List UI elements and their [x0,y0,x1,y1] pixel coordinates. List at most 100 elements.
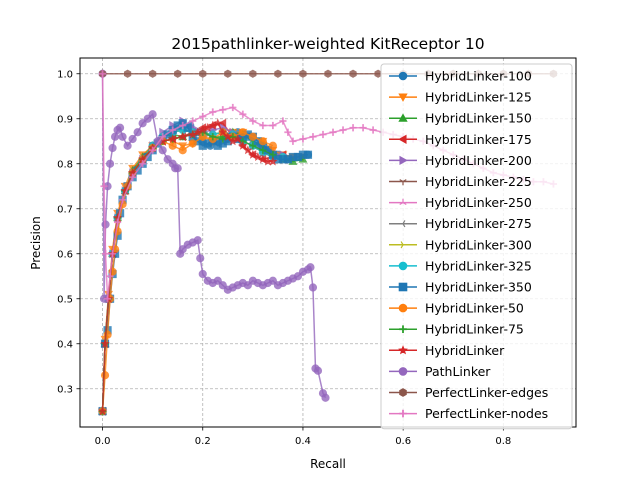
data-point [243,145,253,155]
data-point [123,69,132,78]
legend-label: HybridLinker [425,343,505,358]
data-point [189,117,197,125]
x-tick-label: 0.2 [195,436,211,447]
y-axis-label: Precision [29,216,43,270]
y-tick-label: 0.6 [57,249,73,260]
data-point [359,124,367,132]
data-point [213,276,222,285]
data-point [398,113,408,122]
data-point [398,282,408,292]
data-point [133,128,142,137]
legend: HybridLinker-100 HybridLinker-125 HybridLi… [380,63,573,430]
y-tick-label: 0.4 [57,339,73,350]
data-point [113,218,122,226]
legend-item: HybridLinker [389,343,505,358]
legend-item: HybridLinker-325 [389,258,532,273]
legend-item: HybridLinker-150 [389,111,532,126]
data-point [219,106,227,114]
data-point [249,117,257,125]
data-point [239,110,247,118]
data-point [129,173,137,181]
data-point [178,245,187,254]
data-point [319,130,327,139]
data-point [183,123,192,132]
data-point [399,388,407,397]
legend-item: HybridLinker-75 [389,322,524,337]
data-point [303,150,313,159]
data-point [149,69,157,78]
legend-box [380,63,573,430]
chart-title: 2015pathlinker-weighted KitReceptor 10 [171,35,484,53]
plot-frame [79,57,577,428]
data-point [293,272,303,281]
legend-item: HybridLinker-100 [389,69,532,84]
data-point [339,126,347,134]
data-point [313,366,323,375]
legend-label: HybridLinker-350 [425,280,532,295]
legend-item: HybridLinker-275 [389,216,532,231]
data-point [398,345,408,355]
legend-item: HybridLinker-300 [389,237,532,252]
legend-label: HybridLinker-300 [425,237,532,252]
data-point [243,281,252,290]
data-point [213,118,223,128]
data-point [238,140,248,150]
legend-label: HybridLinker-150 [425,111,532,126]
data-point [123,141,132,150]
data-point [118,196,127,204]
data-point [203,122,213,132]
data-point [218,281,227,290]
data-point [101,250,110,258]
data-point [399,198,407,206]
series-pathlinker [98,69,330,402]
tick-layer: 0.0 0.2 0.4 0.6 0.8 0.3 0.4 0.5 0.6 0.7 0.8 0.9 1.0 [57,69,511,447]
x-tick-label: 0.8 [495,436,511,447]
legend-item: HybridLinker-175 [389,132,532,147]
data-point [229,103,237,112]
legend-item: HybridLinker-350 [389,280,532,295]
data-point [218,127,228,137]
data-point [98,70,107,78]
data-point [163,155,172,164]
legend-label: PerfectLinker-edges [425,385,548,400]
data-point [199,69,207,78]
data-point [149,146,157,154]
data-point [289,137,297,145]
data-point [349,69,357,78]
data-point [158,146,167,155]
data-point [159,133,167,141]
data-point [128,134,137,144]
data-point [349,124,357,132]
data-point [306,263,315,272]
data-point [178,142,188,151]
data-point [100,371,110,380]
legend-label: PathLinker [425,364,491,379]
data-point [238,128,247,137]
legend-label: HybridLinker-250 [425,195,532,210]
data-point [299,135,307,143]
data-point [100,182,108,190]
data-point [193,127,203,137]
data-point [268,276,277,285]
data-point [249,69,257,78]
legend-label: HybridLinker-125 [425,90,532,105]
data-point [299,69,307,78]
data-point [193,236,202,245]
legend-item: HybridLinker-50 [389,301,524,316]
data-point [209,133,217,141]
x-axis-label: Recall [310,457,346,471]
data-point [308,283,318,292]
legend-item: HybridLinker-200 [389,153,532,168]
data-point [309,133,317,141]
data-point [398,303,408,313]
data-point [321,393,330,402]
legend-item: PerfectLinker-nodes [389,406,548,421]
legend-item: PathLinker [389,364,491,379]
data-point [148,110,157,119]
y-tick-label: 0.8 [57,159,73,170]
data-point [199,112,207,121]
y-tick-label: 0.5 [57,294,73,305]
data-point [198,125,208,134]
